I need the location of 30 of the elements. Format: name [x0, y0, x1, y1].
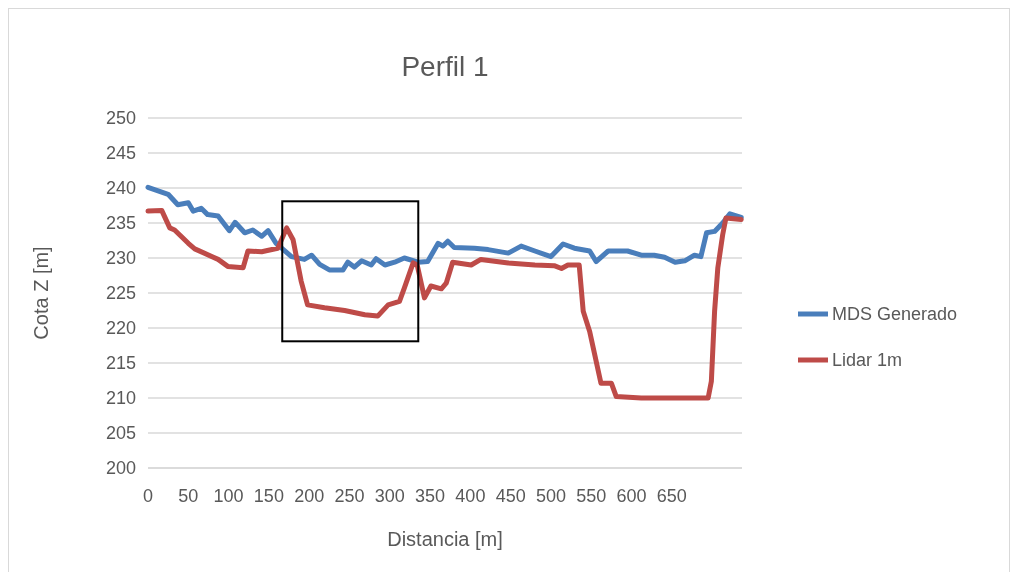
x-tick-label: 650	[656, 486, 687, 506]
x-tick-label: 50	[178, 486, 199, 506]
y-tick-label: 200	[105, 458, 136, 479]
x-tick-label: 150	[253, 486, 284, 506]
x-tick-label: 200	[294, 486, 325, 506]
x-tick-label: 350	[415, 486, 446, 506]
x-tick-label: 600	[616, 486, 647, 506]
y-axis-title: Cota Z [m]	[30, 246, 52, 340]
y-tick-label: 235	[105, 213, 136, 234]
y-tick-label: 250	[105, 108, 136, 129]
y-tick-label: 245	[105, 143, 136, 164]
x-tick-label: 550	[576, 486, 607, 506]
y-tick-label: 240	[105, 178, 136, 199]
x-axis-title: Distancia [m]	[387, 528, 503, 550]
x-tick-label: 500	[535, 486, 567, 506]
x-tick-label: 300	[374, 486, 405, 506]
x-tick-label: 250	[334, 486, 365, 506]
y-tick-label: 230	[105, 248, 136, 269]
legend-label: MDS Generado	[832, 304, 958, 325]
y-tick-label: 215	[105, 353, 136, 374]
y-tick-label: 225	[105, 283, 136, 304]
chart-title: Perfil 1	[401, 51, 489, 82]
x-tick-label: 0	[142, 486, 154, 506]
y-tick-label: 205	[105, 423, 136, 444]
x-tick-label: 400	[455, 486, 486, 506]
y-tick-label: 220	[105, 318, 136, 339]
y-tick-label: 210	[105, 388, 136, 409]
x-tick-label: 450	[495, 486, 526, 506]
x-tick-label: 100	[213, 486, 244, 506]
legend-label: Lidar 1m	[832, 350, 903, 371]
